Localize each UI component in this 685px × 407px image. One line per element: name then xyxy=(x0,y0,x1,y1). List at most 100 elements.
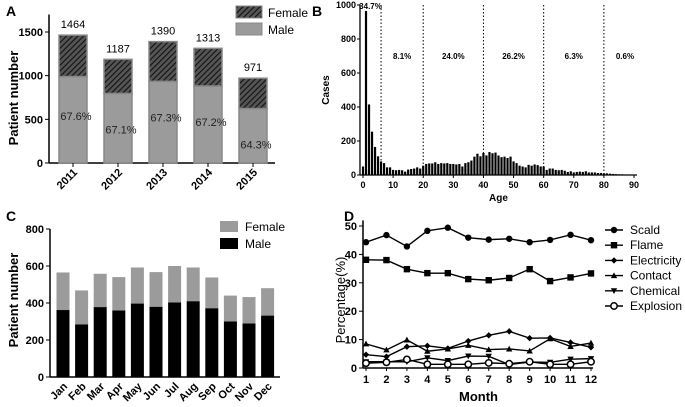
histogram-bar xyxy=(548,168,551,175)
histogram-bar xyxy=(395,170,398,175)
histogram-bar xyxy=(404,171,407,175)
data-point xyxy=(587,270,595,277)
histogram-bar xyxy=(413,168,416,175)
legend-label: Explosion xyxy=(630,299,682,313)
segment-label: 0.6% xyxy=(616,52,634,61)
histogram-bar xyxy=(458,163,461,175)
panel-b: 0 200 400 600 800 1000 0 10 20 30 40 50 60 70 80 90 34.7… xyxy=(321,0,639,204)
data-point xyxy=(403,265,411,273)
histogram-bar xyxy=(611,173,615,175)
data-point xyxy=(546,360,555,369)
y-tick-label: 600 xyxy=(341,68,356,78)
histogram-bar xyxy=(376,156,380,175)
x-tick-label: 5 xyxy=(445,374,451,386)
series-line xyxy=(365,226,592,248)
histogram-bar xyxy=(572,172,575,175)
histogram-bar xyxy=(614,174,618,175)
data-point xyxy=(526,347,533,354)
bar-male xyxy=(223,321,237,377)
y-tick-label: 20 xyxy=(345,306,357,318)
legend-swatch-male xyxy=(235,22,263,36)
histogram-bar xyxy=(464,163,467,175)
y-tick-label: 500 xyxy=(25,114,43,126)
series-explosion xyxy=(362,355,595,369)
pct-label: 67.2% xyxy=(195,117,226,129)
data-point xyxy=(546,277,554,285)
data-point xyxy=(587,357,595,366)
y-axis-label: Patient number xyxy=(6,253,21,348)
x-tick-label: Mar xyxy=(85,380,108,403)
y-tick-label: 30 xyxy=(345,278,357,290)
y-tick-label: 0 xyxy=(351,363,357,375)
bar-male xyxy=(186,301,200,377)
y-tick-label: 200 xyxy=(341,136,356,146)
y-tick-label: 800 xyxy=(341,34,356,44)
histogram-bar xyxy=(443,163,446,175)
histogram-bar xyxy=(554,169,557,175)
histogram-bar xyxy=(382,163,386,175)
x-tick-label: 4 xyxy=(424,374,431,386)
series-line xyxy=(365,330,592,358)
total-label: 1313 xyxy=(196,32,220,44)
panel-label-a: A xyxy=(6,3,16,19)
histogram-bar xyxy=(626,174,630,175)
x-tick-label: Jan xyxy=(48,380,70,402)
histogram-bar xyxy=(512,161,515,175)
pct-label: 64.3% xyxy=(240,140,271,152)
histogram-bar xyxy=(473,156,476,175)
histogram-bar xyxy=(623,174,627,175)
legend-swatch-female xyxy=(235,5,263,19)
data-point xyxy=(403,343,411,350)
x-tick-label: 2 xyxy=(383,374,389,386)
x-tick-label: 1 xyxy=(363,374,369,386)
x-tick-label: Jun xyxy=(141,380,164,403)
x-tick-label: 40 xyxy=(478,180,488,190)
histogram-bar xyxy=(578,171,581,175)
histogram-bar xyxy=(584,171,587,175)
legend-label-female: Female xyxy=(245,220,285,234)
series-electricity xyxy=(362,328,595,360)
x-tick-label: 7 xyxy=(486,374,492,386)
x-tick-label: Feb xyxy=(66,380,89,403)
pct-label: 67.6% xyxy=(60,111,91,123)
x-tick-label: 6 xyxy=(465,374,471,386)
histogram-bar xyxy=(494,152,497,175)
legend-marker-circle xyxy=(610,226,618,234)
data-point xyxy=(526,265,533,273)
total-label: 1390 xyxy=(151,26,175,38)
data-point xyxy=(567,356,574,363)
data-point xyxy=(485,277,492,284)
histogram-bar xyxy=(515,163,518,175)
legend-swatch-male xyxy=(220,238,238,249)
histogram-bar xyxy=(569,171,572,175)
histogram-bar xyxy=(452,163,455,175)
y-tick-label: 0 xyxy=(351,170,356,180)
x-tick-label: May xyxy=(121,380,145,404)
y-axis-label: Percentage(%) xyxy=(333,257,348,344)
bar-male xyxy=(93,307,107,377)
histogram-bar xyxy=(455,164,458,175)
x-tick-label: 8 xyxy=(506,374,512,386)
bar-male xyxy=(261,315,275,377)
histogram-bar xyxy=(545,169,548,175)
segment-label: 6.3% xyxy=(565,52,583,61)
bar-female xyxy=(58,34,88,78)
data-point xyxy=(444,224,452,231)
x-tick-label: 2012 xyxy=(99,167,125,193)
data-point xyxy=(485,346,492,353)
histogram-bar xyxy=(410,169,413,175)
x-tick-label: 2014 xyxy=(189,166,215,192)
series-line xyxy=(365,337,592,352)
x-tick-label: 2011 xyxy=(55,167,80,192)
legend-marker-square xyxy=(610,242,618,249)
data-point xyxy=(443,360,452,369)
y-tick-label: 10 xyxy=(345,335,357,347)
x-tick-label: 10 xyxy=(544,374,556,386)
data-point xyxy=(402,355,411,364)
bar-female xyxy=(112,277,126,311)
histogram-bar xyxy=(476,153,479,175)
x-tick-label: 3 xyxy=(404,374,410,386)
y-axis-label: Patient number xyxy=(6,51,21,146)
data-point xyxy=(465,275,472,283)
